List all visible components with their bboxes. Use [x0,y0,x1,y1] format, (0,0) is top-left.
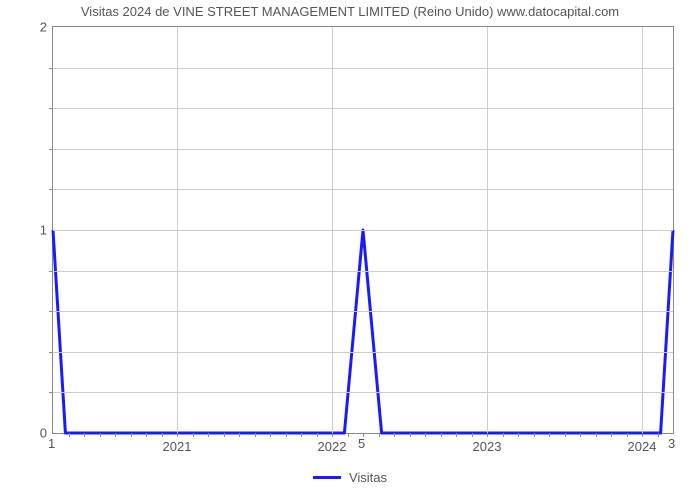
x-tick-minor [503,433,504,437]
legend-swatch [313,476,341,479]
x-tick-minor [224,433,225,437]
x-tick-minor [425,433,426,437]
y-tick-minor [49,271,53,272]
x-tick-minor [301,433,302,437]
x-tick-minor [611,433,612,437]
x-tick-minor [84,433,85,437]
x-tick-minor [596,433,597,437]
gridline-vertical [332,27,333,433]
x-tick-minor [177,433,178,437]
gridline-horizontal-minor [53,352,673,353]
x-tick-minor [332,433,333,437]
gridline-horizontal-minor [53,271,673,272]
x-tick-minor [472,433,473,437]
gridline-vertical [177,27,178,433]
legend-label: Visitas [349,470,387,485]
axis-value-label: 3 [668,436,675,451]
x-tick-minor [162,433,163,437]
series-line [53,230,673,433]
gridline-vertical [487,27,488,433]
gridline-horizontal [53,230,673,231]
plot-area: 0122021202220232024 [52,26,674,434]
x-tick-minor [193,433,194,437]
gridline-horizontal-minor [53,108,673,109]
y-axis-label: 2 [40,20,53,35]
axis-value-label: 1 [48,436,55,451]
gridline-vertical [642,27,643,433]
x-tick-minor [549,433,550,437]
x-tick-minor [456,433,457,437]
x-tick-minor [286,433,287,437]
x-tick-minor [487,433,488,437]
x-tick-minor [642,433,643,437]
chart-container: Visitas 2024 de VINE STREET MANAGEMENT L… [0,0,700,500]
x-tick-minor [658,433,659,437]
x-tick-minor [69,433,70,437]
x-tick-minor [379,433,380,437]
x-tick-minor [131,433,132,437]
x-tick-minor [115,433,116,437]
x-tick-minor [146,433,147,437]
x-tick-minor [270,433,271,437]
x-tick-minor [100,433,101,437]
gridline-horizontal-minor [53,311,673,312]
y-tick-minor [49,68,53,69]
gridline-horizontal-minor [53,392,673,393]
x-tick-minor [441,433,442,437]
x-tick-minor [348,433,349,437]
axis-value-label: 5 [358,436,365,451]
x-tick-minor [627,433,628,437]
x-tick-minor [410,433,411,437]
chart-title: Visitas 2024 de VINE STREET MANAGEMENT L… [0,4,700,19]
y-tick-minor [49,311,53,312]
x-tick-minor [394,433,395,437]
y-tick-minor [49,108,53,109]
gridline-horizontal-minor [53,189,673,190]
y-tick-minor [49,352,53,353]
gridline-horizontal-minor [53,149,673,150]
legend: Visitas [0,470,700,485]
y-axis-label: 1 [40,223,53,238]
x-tick-minor [565,433,566,437]
y-tick-minor [49,392,53,393]
x-tick-minor [239,433,240,437]
x-tick-minor [534,433,535,437]
x-tick-minor [208,433,209,437]
x-tick-minor [580,433,581,437]
x-tick-minor [255,433,256,437]
x-tick-minor [317,433,318,437]
gridline-horizontal-minor [53,68,673,69]
y-tick-minor [49,189,53,190]
x-tick-minor [518,433,519,437]
y-tick-minor [49,149,53,150]
